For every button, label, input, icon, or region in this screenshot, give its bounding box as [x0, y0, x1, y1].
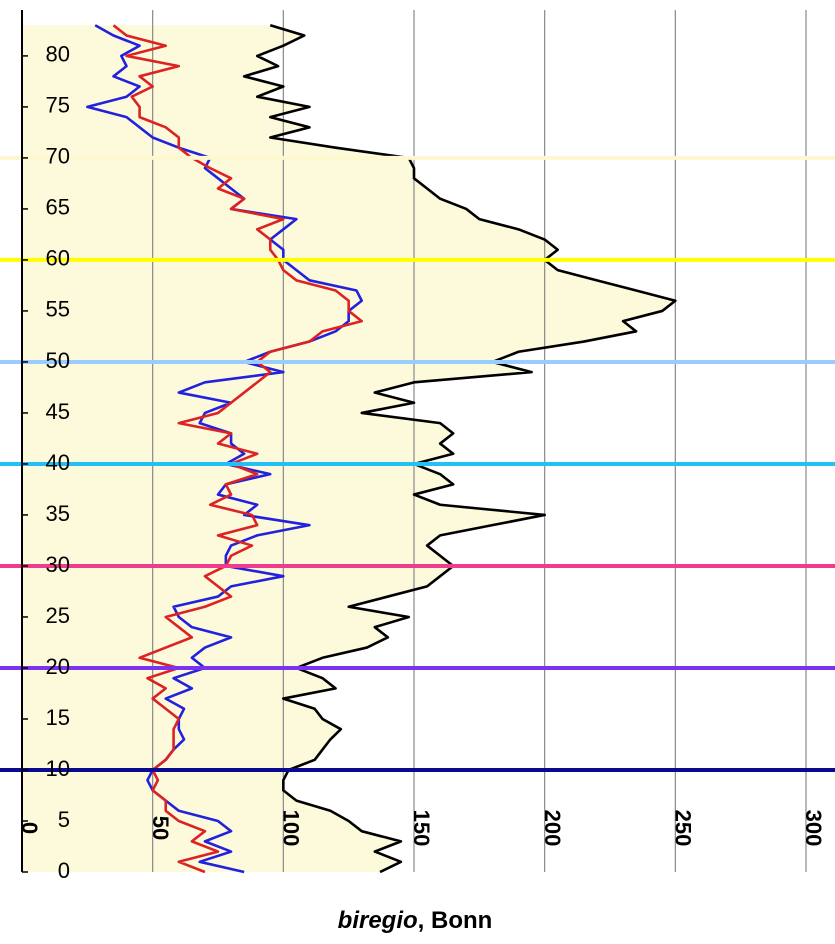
x-axis-label: biregio, Bonn — [338, 907, 493, 934]
y-tick-label: 0 — [58, 858, 70, 883]
y-tick-label: 10 — [46, 756, 70, 781]
x-tick-label: 50 — [148, 816, 173, 840]
series-line — [242, 24, 677, 874]
y-tick-label: 25 — [46, 603, 70, 628]
x-tick-label: 250 — [671, 810, 696, 847]
y-tick-label: 75 — [46, 93, 70, 118]
y-tick-label: 45 — [46, 399, 70, 424]
y-tick-label: 50 — [46, 348, 70, 373]
y-tick-label: 20 — [46, 654, 70, 679]
y-tick-label: 65 — [46, 195, 70, 220]
x-tick-label: 150 — [409, 810, 434, 847]
series-line — [112, 24, 364, 874]
y-tick-label: 60 — [46, 246, 70, 271]
x-tick-label: 200 — [540, 810, 565, 847]
y-tick-label: 70 — [46, 144, 70, 169]
x-axis-label-rest: , Bonn — [418, 907, 493, 934]
x-tick-label: 0 — [17, 822, 42, 834]
x-tick-label: 100 — [279, 810, 304, 847]
x-tick-label: 300 — [801, 810, 826, 847]
y-tick-label: 30 — [46, 552, 70, 577]
y-tick-label: 5 — [58, 807, 70, 832]
y-tick-label: 35 — [46, 501, 70, 526]
area-fill — [22, 25, 676, 873]
y-tick-label: 80 — [46, 42, 70, 67]
y-tick-label: 40 — [46, 450, 70, 475]
y-tick-label: 55 — [46, 297, 70, 322]
y-tick-label: 15 — [46, 705, 70, 730]
x-axis-label-italic: biregio — [338, 907, 418, 934]
